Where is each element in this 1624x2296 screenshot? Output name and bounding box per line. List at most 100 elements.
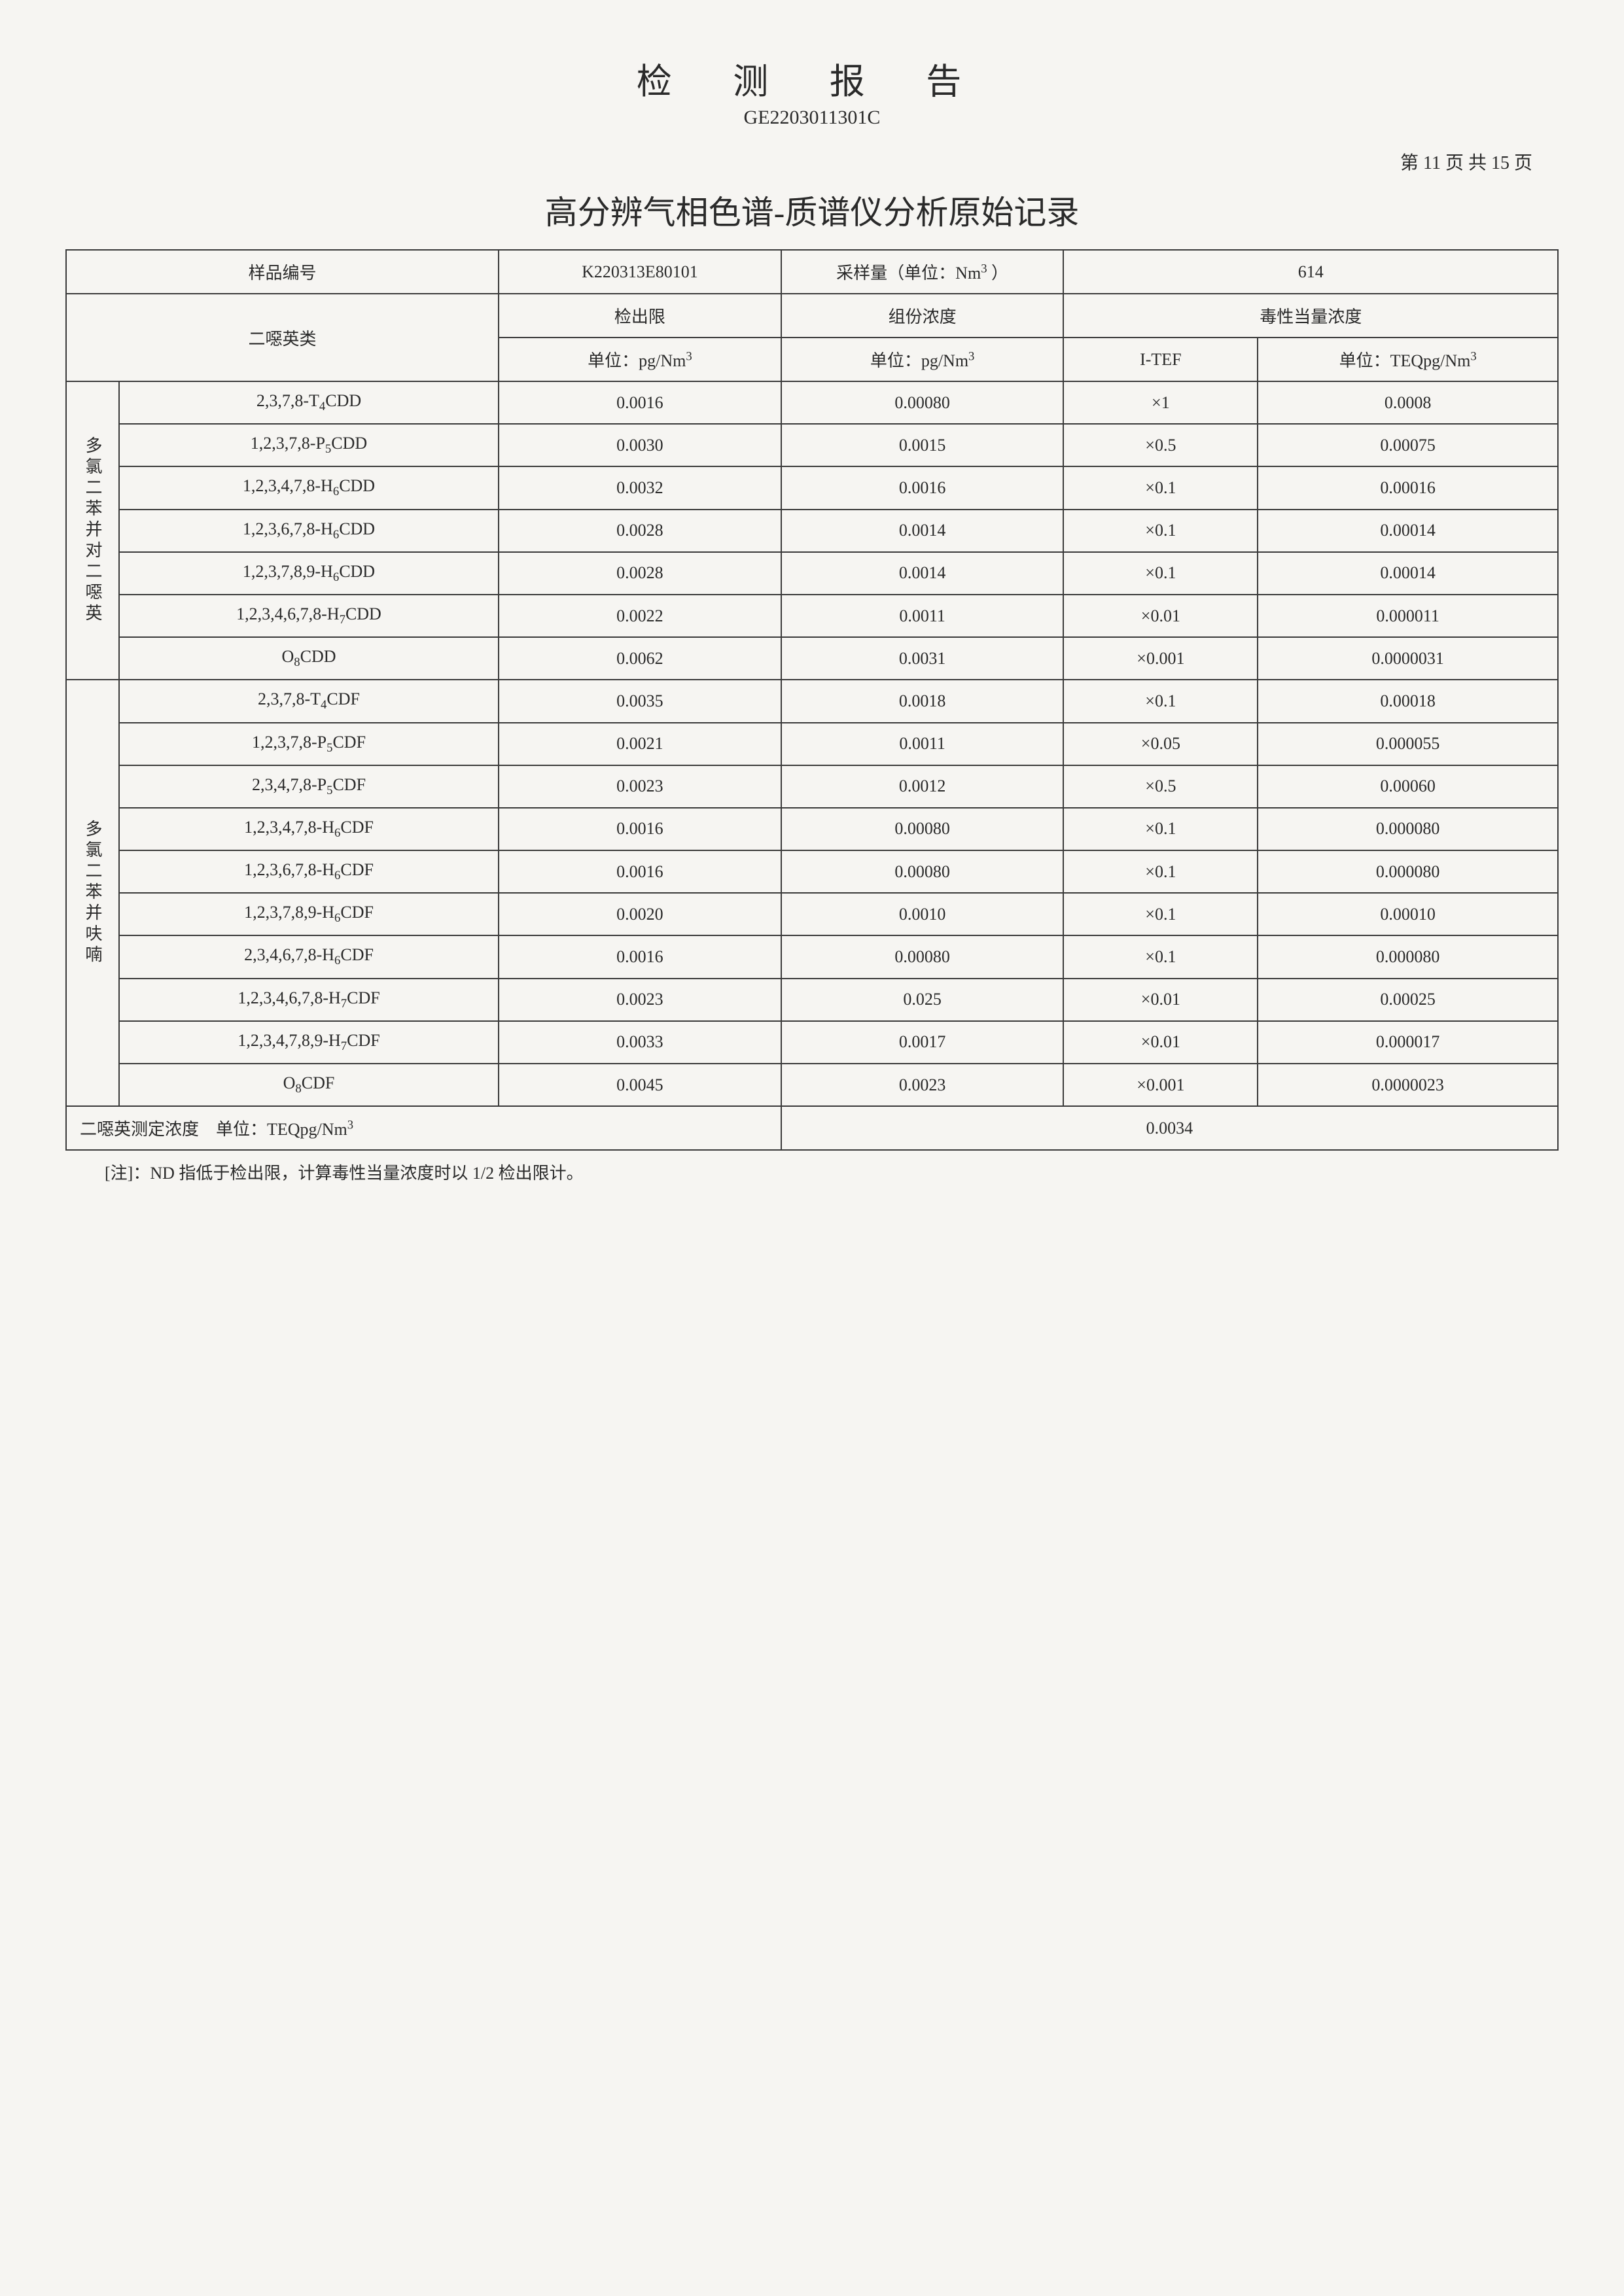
- table-row: 1,2,3,7,8-P5CDD0.00300.0015×0.50.00075: [66, 424, 1558, 466]
- lod-value: 0.0016: [499, 381, 781, 424]
- table-row: 1,2,3,7,8,9-H6CDF0.00200.0010×0.10.00010: [66, 893, 1558, 935]
- lod-value: 0.0030: [499, 424, 781, 466]
- conc-value: 0.00080: [781, 935, 1064, 978]
- section-title: 高分辨气相色谱-质谱仪分析原始记录: [65, 186, 1559, 234]
- teq-value: 0.00016: [1258, 466, 1558, 509]
- group-label: 多氯二苯并对二噁英: [66, 381, 119, 680]
- itef-value: ×0.1: [1063, 893, 1258, 935]
- conc-value: 0.0014: [781, 552, 1064, 595]
- category-label: 二噁英类: [66, 294, 499, 381]
- report-code: GE2203011301C: [65, 107, 1559, 129]
- teq-value: 0.00075: [1258, 424, 1558, 466]
- compound-name: 1,2,3,7,8-P5CDF: [119, 723, 499, 765]
- compound-name: 2,3,4,6,7,8-H6CDF: [119, 935, 499, 978]
- table-row: 1,2,3,6,7,8-H6CDF0.00160.00080×0.10.0000…: [66, 850, 1558, 893]
- teq-value: 0.00018: [1258, 680, 1558, 722]
- compound-name: O8CDF: [119, 1064, 499, 1106]
- lod-value: 0.0033: [499, 1021, 781, 1064]
- lod-value: 0.0032: [499, 466, 781, 509]
- page-container: 检 测 报 告 GE2203011301C 第 11 页 共 15 页 高分辨气…: [65, 52, 1559, 1184]
- lod-value: 0.0028: [499, 552, 781, 595]
- header-row-1: 二噁英类 检出限 组份浓度 毒性当量浓度: [66, 294, 1558, 338]
- teq-value: 0.0000023: [1258, 1064, 1558, 1106]
- teq-value: 0.000080: [1258, 808, 1558, 850]
- teq-value: 0.00060: [1258, 765, 1558, 808]
- itef-value: ×0.01: [1063, 595, 1258, 637]
- lod-value: 0.0035: [499, 680, 781, 722]
- conc-value: 0.00080: [781, 850, 1064, 893]
- table-row: 1,2,3,7,8-P5CDF0.00210.0011×0.050.000055: [66, 723, 1558, 765]
- conc-value: 0.0012: [781, 765, 1064, 808]
- conc-value: 0.0011: [781, 595, 1064, 637]
- lod-value: 0.0023: [499, 979, 781, 1021]
- compound-name: 1,2,3,4,7,8,9-H7CDF: [119, 1021, 499, 1064]
- lod-value: 0.0028: [499, 510, 781, 552]
- teq-value: 0.00025: [1258, 979, 1558, 1021]
- itef-value: ×0.5: [1063, 424, 1258, 466]
- itef-value: ×0.1: [1063, 466, 1258, 509]
- itef-value: ×0.1: [1063, 552, 1258, 595]
- itef-value: ×0.1: [1063, 808, 1258, 850]
- total-row: 二噁英测定浓度 单位：TEQpg/Nm3 0.0034: [66, 1106, 1558, 1150]
- unit-conc: 单位：pg/Nm3: [781, 338, 1064, 381]
- report-title: 检 测 报 告: [65, 52, 1559, 104]
- unit-lod: 单位：pg/Nm3: [499, 338, 781, 381]
- lod-value: 0.0020: [499, 893, 781, 935]
- table-row: 1,2,3,4,7,8-H6CDF0.00160.00080×0.10.0000…: [66, 808, 1558, 850]
- itef-value: ×0.001: [1063, 637, 1258, 680]
- table-row: 2,3,4,6,7,8-H6CDF0.00160.00080×0.10.0000…: [66, 935, 1558, 978]
- teq-value: 0.00014: [1258, 552, 1558, 595]
- conc-value: 0.0011: [781, 723, 1064, 765]
- compound-name: 2,3,7,8-T4CDD: [119, 381, 499, 424]
- conc-value: 0.0014: [781, 510, 1064, 552]
- itef-value: ×0.01: [1063, 979, 1258, 1021]
- itef-value: ×0.1: [1063, 850, 1258, 893]
- total-label: 二噁英测定浓度 单位：TEQpg/Nm3: [66, 1106, 781, 1150]
- lod-value: 0.0022: [499, 595, 781, 637]
- compound-name: 2,3,7,8-T4CDF: [119, 680, 499, 722]
- teq-value: 0.000080: [1258, 935, 1558, 978]
- compound-name: 2,3,4,7,8-P5CDF: [119, 765, 499, 808]
- footnote: [注]：ND 指低于检出限，计算毒性当量浓度时以 1/2 检出限计。: [65, 1160, 1559, 1184]
- table-row: 多氯二苯并对二噁英2,3,7,8-T4CDD0.00160.00080×10.0…: [66, 381, 1558, 424]
- conc-value: 0.025: [781, 979, 1064, 1021]
- volume-value: 614: [1063, 250, 1558, 294]
- meta-row: 样品编号 K220313E80101 采样量（单位：Nm3 ） 614: [66, 250, 1558, 294]
- compound-name: 1,2,3,6,7,8-H6CDD: [119, 510, 499, 552]
- teq-value: 0.000080: [1258, 850, 1558, 893]
- conc-value: 0.0016: [781, 466, 1064, 509]
- compound-name: 1,2,3,4,6,7,8-H7CDD: [119, 595, 499, 637]
- col-itef: I-TEF: [1063, 338, 1258, 381]
- lod-value: 0.0016: [499, 850, 781, 893]
- itef-value: ×0.001: [1063, 1064, 1258, 1106]
- table-row: O8CDF0.00450.0023×0.0010.0000023: [66, 1064, 1558, 1106]
- conc-value: 0.0015: [781, 424, 1064, 466]
- lod-value: 0.0016: [499, 808, 781, 850]
- lod-value: 0.0062: [499, 637, 781, 680]
- table-row: O8CDD0.00620.0031×0.0010.0000031: [66, 637, 1558, 680]
- group-label: 多氯二苯并呋喃: [66, 680, 119, 1106]
- itef-value: ×0.1: [1063, 510, 1258, 552]
- sample-label: 样品编号: [66, 250, 499, 294]
- compound-name: O8CDD: [119, 637, 499, 680]
- conc-value: 0.00080: [781, 381, 1064, 424]
- table-row: 2,3,4,7,8-P5CDF0.00230.0012×0.50.00060: [66, 765, 1558, 808]
- itef-value: ×0.5: [1063, 765, 1258, 808]
- conc-value: 0.0018: [781, 680, 1064, 722]
- lod-value: 0.0023: [499, 765, 781, 808]
- conc-value: 0.00080: [781, 808, 1064, 850]
- table-row: 1,2,3,4,6,7,8-H7CDF0.00230.025×0.010.000…: [66, 979, 1558, 1021]
- teq-value: 0.0000031: [1258, 637, 1558, 680]
- col-lod-label: 检出限: [499, 294, 781, 338]
- table-row: 1,2,3,6,7,8-H6CDD0.00280.0014×0.10.00014: [66, 510, 1558, 552]
- compound-name: 1,2,3,7,8-P5CDD: [119, 424, 499, 466]
- table-row: 1,2,3,4,6,7,8-H7CDD0.00220.0011×0.010.00…: [66, 595, 1558, 637]
- sample-value: K220313E80101: [499, 250, 781, 294]
- conc-value: 0.0017: [781, 1021, 1064, 1064]
- lod-value: 0.0045: [499, 1064, 781, 1106]
- col-teq-group-label: 毒性当量浓度: [1063, 294, 1558, 338]
- page-number: 第 11 页 共 15 页: [65, 148, 1559, 175]
- conc-value: 0.0010: [781, 893, 1064, 935]
- itef-value: ×0.01: [1063, 1021, 1258, 1064]
- volume-label: 采样量（单位：Nm3 ）: [781, 250, 1064, 294]
